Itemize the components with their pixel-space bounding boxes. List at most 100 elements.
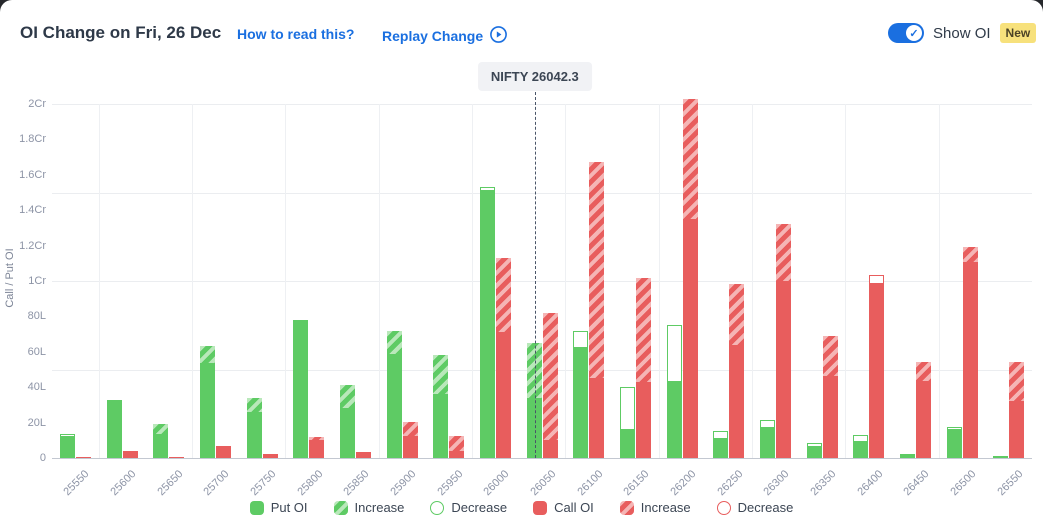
h-gridline [52, 281, 1032, 282]
x-axis-label: 25650 [155, 468, 186, 499]
how-to-read-link[interactable]: How to read this? [237, 26, 355, 42]
play-icon[interactable] [490, 26, 508, 46]
put-oi-bar-26100[interactable] [573, 330, 589, 458]
put-oi-bar-25650[interactable] [153, 424, 169, 458]
call-oi-bar-26150[interactable] [635, 278, 651, 458]
x-axis-line [52, 458, 1032, 459]
call-increase-segment [309, 436, 325, 441]
put-solid-segment [59, 436, 75, 458]
call-increase-segment [729, 283, 745, 345]
call-oi-bar-26450[interactable] [915, 362, 931, 458]
y-axis-tick-label: 1.8Cr [19, 133, 46, 146]
call-oi-bar-26300[interactable] [775, 224, 791, 458]
call-oi-bar-25650[interactable] [169, 456, 185, 458]
call-oi-bar-25600[interactable] [122, 450, 138, 458]
x-axis-label: 26000 [481, 468, 512, 499]
y-axis-tick-label: 1.6Cr [19, 168, 46, 181]
put-solid-segment [199, 363, 215, 458]
call-oi-bar-25700[interactable] [215, 445, 231, 458]
put-decrease-segment [619, 387, 635, 430]
call-oi-bar-26400[interactable] [869, 274, 885, 458]
call-oi-bar-25750[interactable] [262, 453, 278, 458]
put-oi-bar-26050[interactable] [526, 342, 542, 458]
put-oi-bar-25600[interactable] [106, 399, 122, 458]
put-oi-bar-26550[interactable] [993, 456, 1009, 458]
put-hollow-marker-icon [430, 500, 445, 515]
put-oi-bar-26000[interactable] [479, 187, 495, 458]
call-decrease-segment [215, 445, 231, 449]
call-solid-marker-icon [533, 500, 548, 515]
put-increase-segment [153, 424, 169, 435]
call-increase-segment [962, 247, 978, 263]
y-axis-tick-label: 20L [27, 416, 46, 429]
put-oi-bar-25750[interactable] [246, 397, 262, 458]
call-oi-bar-25900[interactable] [402, 421, 418, 458]
call-oi-bar-25800[interactable] [309, 436, 325, 458]
call-oi-bar-25550[interactable] [75, 456, 91, 458]
call-oi-bar-26500[interactable] [962, 247, 978, 458]
call-solid-segment [262, 453, 278, 458]
toggle-check-icon: ✓ [906, 25, 922, 41]
legend-item-put-increase[interactable]: Increase [333, 500, 404, 515]
y-axis-tick-label: 60L [27, 345, 46, 358]
put-solid-segment [433, 394, 449, 458]
put-oi-bar-25550[interactable] [59, 434, 75, 458]
call-oi-bar-26550[interactable] [1009, 362, 1025, 458]
y-axis-tick-label: 2Cr [28, 98, 46, 110]
put-oi-bar-26500[interactable] [946, 427, 962, 458]
call-solid-segment [122, 450, 138, 458]
call-solid-segment [869, 283, 885, 458]
legend-item-label: Put OI [270, 500, 308, 515]
put-oi-bar-26300[interactable] [759, 419, 775, 458]
put-solid-segment [713, 438, 729, 458]
call-solid-segment [215, 448, 231, 458]
v-gridline [98, 104, 100, 458]
put-oi-bar-26250[interactable] [713, 430, 729, 458]
v-gridline [658, 104, 660, 458]
x-axis-label: 25550 [61, 468, 92, 499]
call-solid-segment [682, 219, 698, 458]
put-decrease-segment [759, 419, 775, 428]
y-axis-tick-label: 1Cr [28, 275, 46, 287]
legend-item-call-decrease[interactable]: Decrease [716, 500, 793, 515]
put-oi-bar-25800[interactable] [293, 319, 309, 458]
call-oi-bar-26350[interactable] [822, 335, 838, 458]
call-oi-bar-25950[interactable] [449, 435, 465, 458]
put-decrease-segment [713, 430, 729, 439]
put-solid-segment [759, 427, 775, 458]
put-oi-bar-25900[interactable] [386, 330, 402, 458]
v-gridline [752, 104, 753, 458]
x-axis-label: 26400 [855, 468, 886, 499]
x-axis-label: 26500 [948, 468, 979, 499]
replay-change-link[interactable]: Replay Change [382, 26, 508, 46]
x-axis-label: 26200 [668, 468, 699, 499]
legend-item-put-decrease[interactable]: Decrease [430, 500, 507, 515]
legend-item-put-put-oi[interactable]: Put OI [249, 500, 308, 515]
put-oi-bar-25700[interactable] [199, 345, 215, 458]
put-oi-bar-26450[interactable] [899, 453, 915, 458]
put-oi-bar-26150[interactable] [619, 387, 635, 458]
legend-item-label: Call OI [554, 500, 594, 515]
put-oi-bar-25850[interactable] [339, 385, 355, 458]
put-oi-bar-26400[interactable] [853, 435, 869, 458]
put-solid-segment [806, 447, 822, 458]
show-oi-toggle[interactable]: ✓ [888, 23, 924, 43]
put-solid-segment [899, 453, 915, 458]
call-oi-bar-25850[interactable] [355, 451, 371, 458]
call-solid-segment [402, 435, 418, 458]
put-oi-bar-26350[interactable] [806, 442, 822, 458]
call-oi-bar-26250[interactable] [729, 283, 745, 458]
call-oi-bar-26000[interactable] [495, 258, 511, 458]
legend-item-call-call-oi[interactable]: Call OI [533, 500, 594, 515]
put-solid-segment [946, 429, 962, 458]
put-decrease-segment [853, 435, 869, 443]
put-oi-bar-25950[interactable] [433, 355, 449, 458]
call-oi-bar-26200[interactable] [682, 98, 698, 458]
call-oi-bar-26100[interactable] [589, 162, 605, 458]
legend-item-call-increase[interactable]: Increase [619, 500, 691, 515]
put-oi-bar-26200[interactable] [666, 325, 682, 458]
put-increase-segment [339, 385, 355, 409]
call-oi-bar-26050[interactable] [542, 312, 558, 458]
call-solid-segment [542, 440, 558, 458]
call-increase-segment [589, 162, 605, 379]
